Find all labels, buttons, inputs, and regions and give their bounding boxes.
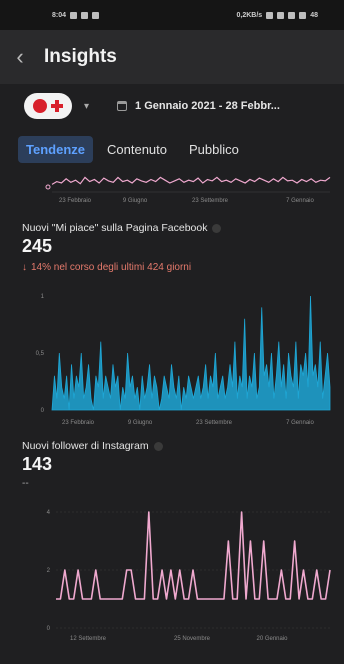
signal-icon bbox=[277, 11, 285, 19]
top-chart-x-tick: 7 Gennaio bbox=[286, 198, 314, 204]
ig-chart-x-tick: 12 Settembre bbox=[70, 636, 107, 642]
red-cross-logo-icon bbox=[32, 99, 47, 113]
messenger-icon bbox=[92, 11, 100, 19]
app-header: ‹ Insights bbox=[0, 30, 344, 84]
likes-chart-y-tick: 0,5 bbox=[36, 351, 45, 357]
arrow-down-icon: ↓ bbox=[22, 262, 27, 273]
ig-chart-svg: 0 2 4 12 Settembre 25 Novembre 20 Gennaio bbox=[47, 510, 331, 642]
ig-title-label: Nuovi follower di Instagram bbox=[22, 440, 149, 452]
status-bar: 8:04 0,2KB/s 48 bbox=[0, 0, 344, 30]
likes-chart-x-tick: 9 Giugno bbox=[128, 420, 153, 426]
account-avatar[interactable] bbox=[24, 93, 72, 119]
likes-title-label: Nuovi "Mi piace" sulla Pagina Facebook bbox=[22, 222, 208, 234]
likes-chart-x-tick: 23 Settembre bbox=[196, 420, 233, 426]
battery-icon bbox=[299, 11, 307, 19]
back-arrow-icon: ‹ bbox=[16, 44, 24, 69]
tab-bar: Tendenze Contenuto Pubblico bbox=[0, 134, 344, 164]
likes-change: ↓ 14% nel corso degli ultimi 424 giorni bbox=[22, 262, 191, 273]
likes-metric-title: Nuovi "Mi piace" sulla Pagina Facebook bbox=[22, 222, 222, 234]
calendar-icon bbox=[117, 101, 128, 111]
top-chart-series-line bbox=[51, 176, 331, 185]
red-cross-icon bbox=[50, 99, 64, 113]
ig-chart: 0 2 4 12 Settembre 25 Novembre 20 Gennaio bbox=[0, 496, 344, 646]
back-button[interactable]: ‹ bbox=[0, 30, 40, 84]
ig-change: -- bbox=[22, 478, 29, 489]
likes-chart-x-tick: 7 Gennaio bbox=[286, 420, 314, 426]
likes-chart: 0 0,5 1 23 Febbraio 9 Giugno 23 Settembre 7 Ge… bbox=[0, 282, 344, 432]
wifi-icon bbox=[288, 11, 296, 19]
status-time: 8:04 bbox=[52, 11, 67, 19]
info-icon[interactable] bbox=[212, 223, 222, 233]
page-title: Insights bbox=[44, 46, 117, 67]
date-range-selector[interactable]: 1 Gennaio 2021 - 28 Febbr... bbox=[117, 100, 280, 112]
top-chart: 23 Febbraio 9 Giugno 23 Settembre 7 Gennaio bbox=[0, 168, 344, 210]
top-chart-marker bbox=[45, 184, 51, 190]
likes-chart-x-tick: 23 Febbraio bbox=[62, 420, 95, 426]
bluetooth-icon bbox=[266, 11, 274, 19]
net-speed: 0,2KB/s bbox=[236, 11, 263, 19]
likes-chart-svg: 0 0,5 1 23 Febbraio 9 Giugno 23 Settembre 7 Ge… bbox=[36, 294, 331, 426]
notification-icon bbox=[70, 11, 78, 19]
ig-chart-series-line bbox=[56, 511, 331, 600]
account-row: ▾ 1 Gennaio 2021 - 28 Febbr... bbox=[0, 84, 344, 128]
tab-pubblico[interactable]: Pubblico bbox=[189, 141, 239, 157]
ig-chart-x-tick: 25 Novembre bbox=[174, 636, 211, 642]
battery-level: 48 bbox=[310, 11, 318, 19]
likes-change-label: 14% nel corso degli ultimi 424 giorni bbox=[31, 262, 192, 273]
chevron-down-icon[interactable]: ▾ bbox=[84, 100, 90, 112]
info-icon[interactable] bbox=[153, 441, 163, 451]
date-range-label: 1 Gennaio 2021 - 28 Febbr... bbox=[135, 100, 280, 112]
status-right: 0,2KB/s 48 bbox=[236, 11, 318, 19]
gallery-icon bbox=[81, 11, 89, 19]
likes-chart-y-tick: 0 bbox=[41, 408, 45, 414]
top-chart-x-tick: 23 Febbraio bbox=[59, 198, 92, 204]
ig-chart-y-tick: 0 bbox=[47, 626, 51, 632]
top-chart-svg: 23 Febbraio 9 Giugno 23 Settembre 7 Gennaio bbox=[45, 176, 331, 204]
top-chart-x-tick: 23 Settembre bbox=[192, 198, 229, 204]
likes-chart-y-tick: 1 bbox=[41, 294, 45, 300]
tab-contenuto[interactable]: Contenuto bbox=[107, 141, 167, 157]
ig-chart-y-tick: 2 bbox=[47, 568, 51, 574]
likes-value: 245 bbox=[22, 236, 53, 256]
tab-tendenze[interactable]: Tendenze bbox=[18, 135, 93, 163]
ig-metric-title: Nuovi follower di Instagram bbox=[22, 440, 163, 452]
likes-chart-area bbox=[51, 295, 331, 411]
ig-value: 143 bbox=[22, 454, 53, 474]
ig-chart-y-tick: 4 bbox=[47, 510, 51, 516]
top-chart-x-tick: 9 Giugno bbox=[123, 198, 148, 204]
status-left: 8:04 bbox=[52, 11, 100, 19]
ig-chart-x-tick: 20 Gennaio bbox=[256, 636, 288, 642]
